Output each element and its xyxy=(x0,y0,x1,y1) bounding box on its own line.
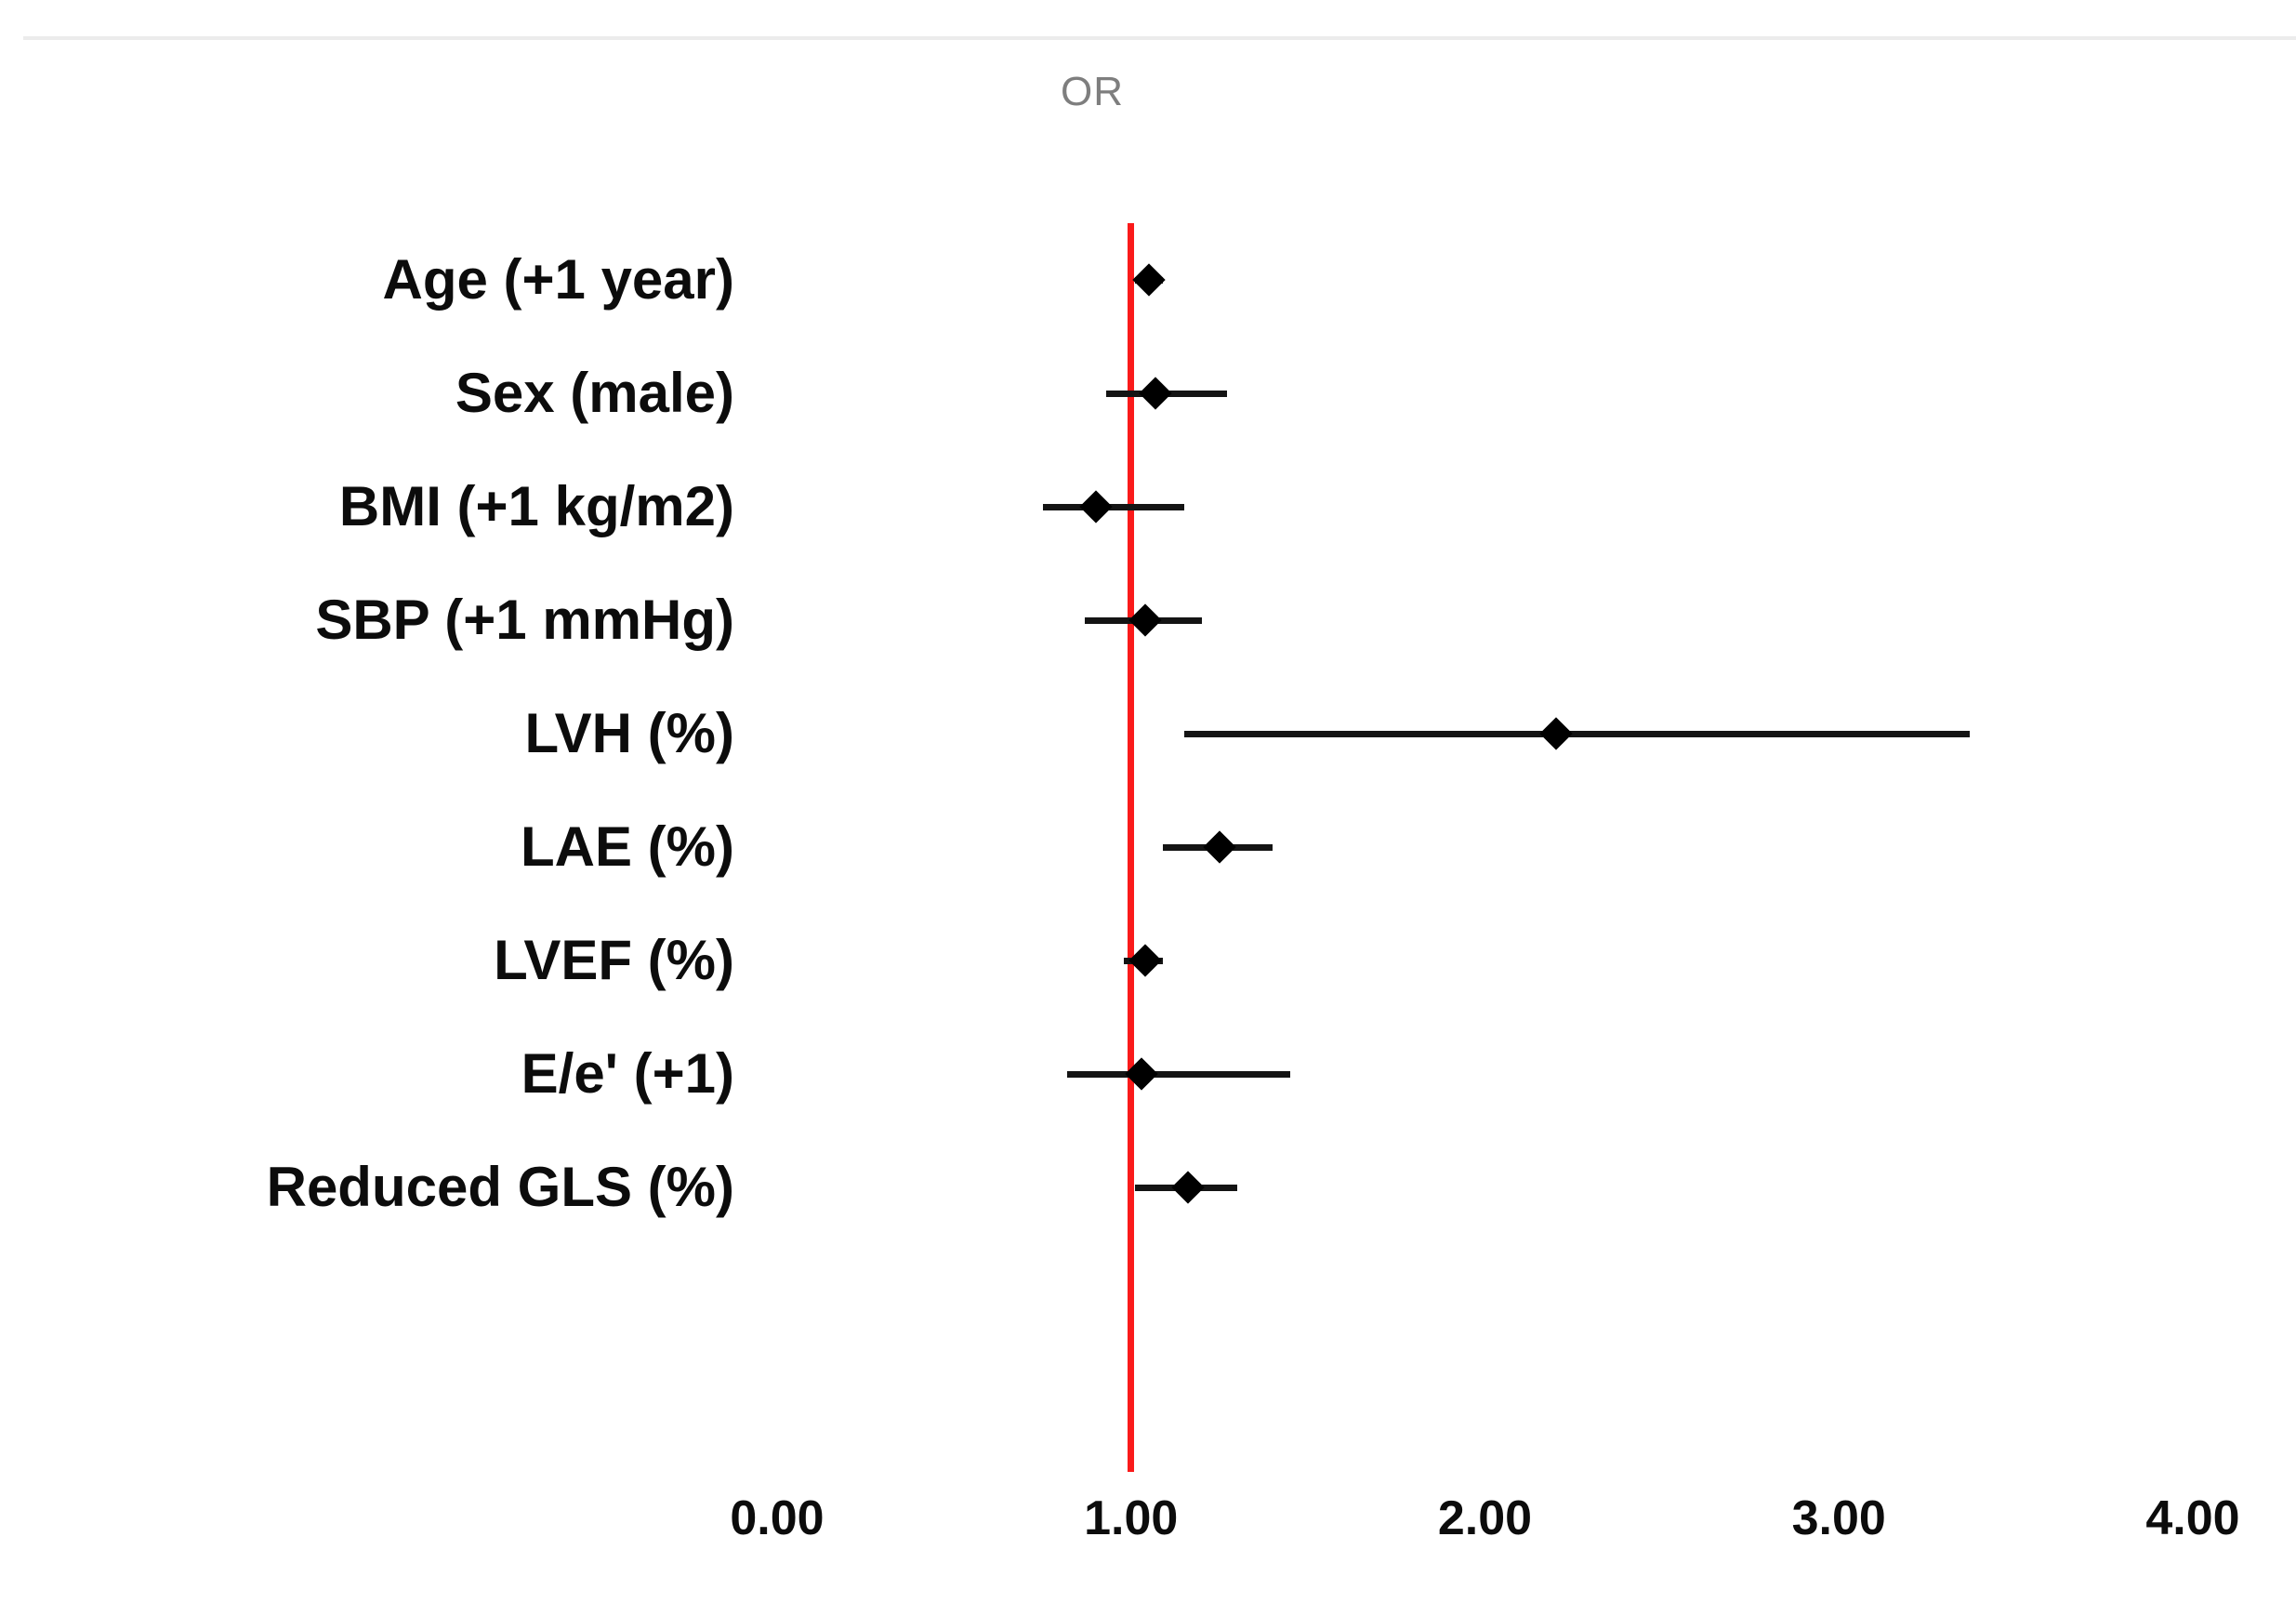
x-axis-tick-label: 0.00 xyxy=(730,1491,825,1545)
ci-line xyxy=(1067,1070,1291,1078)
ci-line xyxy=(1042,503,1184,510)
row-label: Sex (male) xyxy=(455,362,734,424)
marker-diamond xyxy=(1538,717,1573,750)
x-axis-tick-label: 3.00 xyxy=(1791,1491,1886,1545)
x-axis-tick-label: 4.00 xyxy=(2145,1491,2240,1545)
row-label: E/e' (+1) xyxy=(521,1042,734,1105)
row-label: SBP (+1 mmHg) xyxy=(315,589,734,651)
chart-title: OR xyxy=(1061,69,1124,114)
x-axis-tick-label: 2.00 xyxy=(1437,1491,1533,1545)
row-label: LVEF (%) xyxy=(494,929,734,991)
row-label: LAE (%) xyxy=(521,815,734,878)
marker-diamond xyxy=(1170,1171,1205,1204)
row-label: Reduced GLS (%) xyxy=(266,1156,734,1218)
ci-line xyxy=(1183,730,1971,737)
marker-diamond xyxy=(1078,490,1113,523)
reference-line-or-1 xyxy=(1128,223,1135,1472)
marker-diamond xyxy=(1139,377,1173,410)
marker-diamond xyxy=(1132,263,1166,297)
top-divider-line xyxy=(23,36,2296,40)
row-label: Age (+1 year) xyxy=(382,248,734,311)
row-label: BMI (+1 kg/m2) xyxy=(338,475,734,537)
marker-diamond xyxy=(1203,830,1236,864)
row-label: LVH (%) xyxy=(524,702,734,764)
x-axis-tick-label: 1.00 xyxy=(1084,1491,1179,1545)
